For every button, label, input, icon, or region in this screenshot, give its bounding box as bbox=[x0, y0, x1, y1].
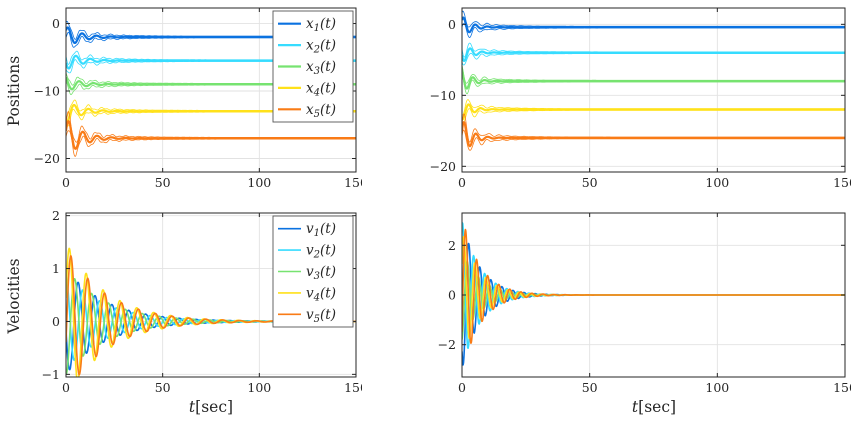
positions-label-text: Positions bbox=[5, 55, 23, 127]
y-tick-label: 0 bbox=[52, 314, 60, 329]
series-group bbox=[462, 10, 845, 151]
x-tick-label: 0 bbox=[62, 380, 70, 395]
tick-labels: 0 50 100 150 0 −10 −20 bbox=[34, 16, 362, 190]
plot-positions-right: 0 50 100 150 0 −10 −20 bbox=[430, 7, 851, 190]
tick-marks bbox=[461, 213, 846, 377]
y-tick-label: 2 bbox=[52, 208, 60, 223]
tick-marks bbox=[461, 8, 846, 172]
x-tick-label: 150 bbox=[833, 380, 851, 395]
legend-label: v2(t) bbox=[306, 243, 336, 261]
x-tick-label: 0 bbox=[62, 175, 70, 190]
y-tick-label: −20 bbox=[34, 151, 60, 166]
y-tick-label: 2 bbox=[448, 238, 456, 253]
x-tick-label: 100 bbox=[247, 175, 271, 190]
y-tick-label: −20 bbox=[430, 159, 456, 174]
x-tick-label: 150 bbox=[344, 175, 362, 190]
x5(t)-envelope bbox=[462, 129, 845, 151]
y-axis-label-positions: Positions bbox=[5, 56, 23, 127]
x4(t)-envelope bbox=[462, 108, 845, 124]
x-axis-label-right-unit: [sec] bbox=[638, 398, 677, 416]
x-tick-label: 100 bbox=[705, 175, 729, 190]
x-tick-label: 50 bbox=[155, 380, 171, 395]
v4(t)-line bbox=[462, 236, 845, 339]
tick-labels: 0 50 100 150 0 −10 −20 bbox=[430, 17, 851, 190]
plot-velocities-right: 0 50 100 150 2 0 −2 bbox=[438, 212, 851, 395]
x-tick-label: 150 bbox=[833, 175, 851, 190]
y-tick-label: −1 bbox=[42, 367, 60, 382]
axes-box bbox=[461, 7, 846, 173]
x2(t)-line bbox=[462, 47, 845, 62]
x2(t)-envelope bbox=[462, 52, 845, 66]
legend: x1(t) x2(t) x3(t) x4(t) x5(t) bbox=[272, 10, 354, 123]
v2(t)-line bbox=[462, 222, 845, 349]
legend-label: x2(t) bbox=[306, 38, 336, 56]
y-tick-label: 1 bbox=[52, 261, 60, 276]
x-tick-label: 50 bbox=[582, 380, 598, 395]
x-tick-label: 100 bbox=[247, 380, 271, 395]
legend: v1(t) v2(t) v3(t) v4(t) v5(t) bbox=[272, 215, 354, 328]
legend-label: v4(t) bbox=[306, 285, 336, 303]
legend-label: v5(t) bbox=[306, 307, 336, 325]
tick-labels: 050100150210−1 bbox=[42, 208, 362, 395]
x-axis-label-right: t[sec] bbox=[632, 398, 676, 416]
x-axis-label-left-var: t bbox=[188, 398, 196, 416]
legend-label: v3(t) bbox=[306, 264, 336, 282]
velocities-label-text: Velocities bbox=[5, 258, 23, 334]
legend-label: x3(t) bbox=[306, 59, 336, 77]
x4(t)-envelope bbox=[462, 99, 845, 116]
x5(t)-envelope bbox=[66, 130, 356, 157]
axes-box bbox=[65, 212, 357, 378]
y-tick-label: 0 bbox=[448, 288, 456, 303]
y-tick-label: −2 bbox=[438, 337, 456, 352]
series-group bbox=[462, 222, 845, 366]
x5(t)-line bbox=[66, 120, 356, 150]
legend-label: v1(t) bbox=[306, 221, 336, 239]
v1(t)-line bbox=[462, 242, 845, 366]
x-axis-label-right-var: t bbox=[631, 398, 639, 416]
y-axis-label-velocities: Velocities bbox=[5, 258, 23, 333]
grid bbox=[461, 8, 846, 172]
x4(t)-line bbox=[462, 103, 845, 121]
x-tick-label: 50 bbox=[155, 175, 171, 190]
y-tick-label: −10 bbox=[34, 84, 60, 99]
y-tick-label: 0 bbox=[448, 17, 456, 32]
x-tick-label: 0 bbox=[458, 380, 466, 395]
x5(t)-line bbox=[462, 121, 845, 148]
x-axis-label-left: t[sec] bbox=[189, 398, 233, 416]
x-tick-label: 100 bbox=[705, 380, 729, 395]
v5(t)-line bbox=[462, 228, 845, 344]
x-tick-label: 0 bbox=[458, 175, 466, 190]
x-axis-label-left-unit: [sec] bbox=[195, 398, 234, 416]
x-tick-label: 50 bbox=[582, 175, 598, 190]
x-tick-label: 150 bbox=[344, 380, 362, 395]
x2(t)-envelope bbox=[462, 42, 845, 58]
plot-velocities-left: 050100150210−1v1(t)v2(t)v3(t)v4(t)v5(t) bbox=[42, 208, 362, 395]
legend-label: x4(t) bbox=[306, 80, 336, 98]
v3(t)-line bbox=[462, 260, 845, 340]
x3(t)-envelope bbox=[462, 73, 845, 95]
axes-box bbox=[65, 7, 357, 173]
legend-label: x5(t) bbox=[306, 102, 336, 120]
tick-marks bbox=[65, 8, 357, 172]
legend-label: x1(t) bbox=[306, 16, 336, 34]
tick-labels: 0 50 100 150 2 0 −2 bbox=[438, 238, 851, 395]
x1(t)-line bbox=[462, 16, 845, 34]
y-tick-label: −10 bbox=[430, 88, 456, 103]
y-tick-label: 0 bbox=[52, 16, 60, 31]
x3(t)-line bbox=[462, 69, 845, 90]
plot-positions-left: 0 50 100 150 0 −10 −20 x1(t) x2(t) x3(t) x4(t) x5(t… bbox=[34, 7, 362, 190]
